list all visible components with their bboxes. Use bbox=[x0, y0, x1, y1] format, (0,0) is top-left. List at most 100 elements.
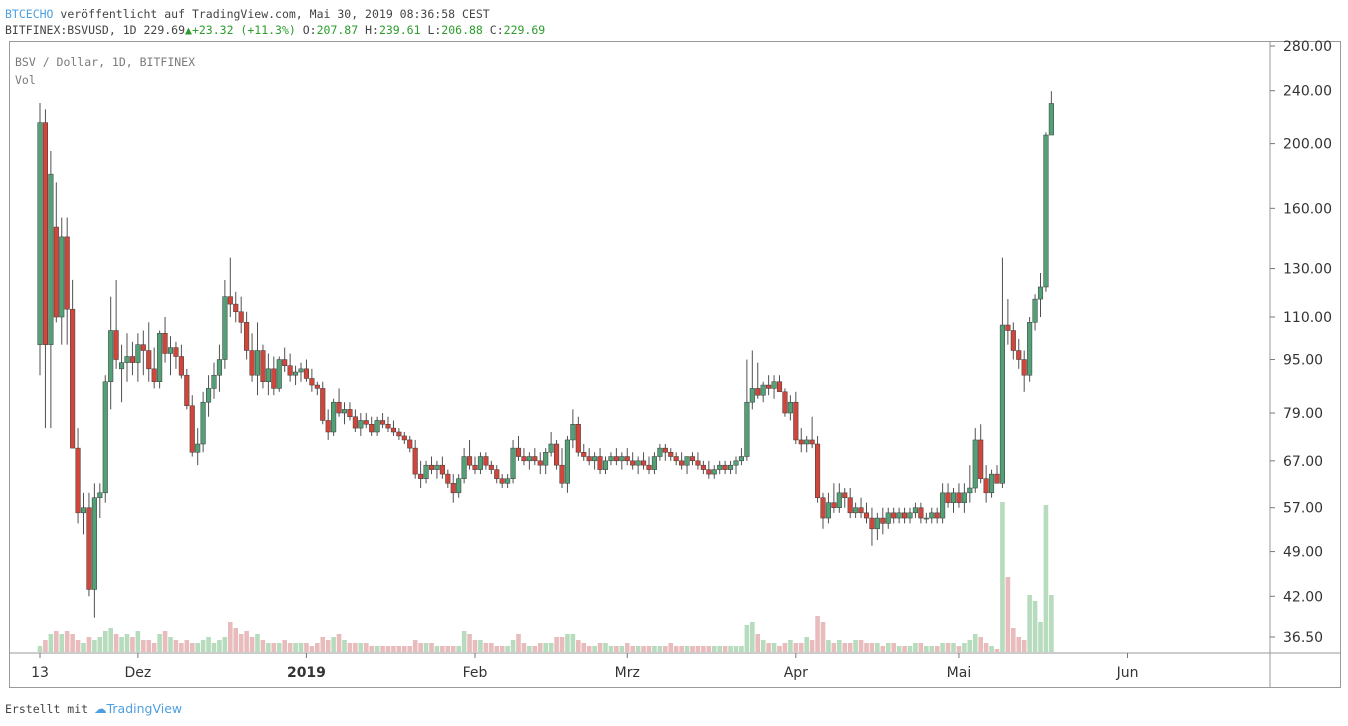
volume-bar bbox=[934, 646, 940, 652]
volume-bar bbox=[945, 643, 951, 652]
volume-bar bbox=[548, 643, 554, 652]
candle-body bbox=[450, 483, 456, 494]
volume-bar bbox=[831, 643, 837, 652]
candle bbox=[793, 391, 799, 445]
candle bbox=[728, 460, 734, 475]
price-tick-label: 42.00 bbox=[1283, 589, 1323, 605]
candle bbox=[1005, 299, 1011, 345]
candle-body bbox=[537, 460, 543, 466]
candle bbox=[673, 452, 679, 466]
candle bbox=[570, 409, 576, 449]
candle-body bbox=[771, 381, 777, 389]
candle bbox=[200, 391, 206, 453]
candle bbox=[119, 344, 125, 403]
volume-legend[interactable]: Vol bbox=[15, 73, 36, 87]
publisher-name[interactable]: BTCECHO bbox=[5, 7, 54, 21]
volume-bar bbox=[287, 643, 293, 652]
volume-bar bbox=[679, 646, 684, 652]
candle bbox=[135, 333, 141, 382]
candle bbox=[233, 291, 239, 323]
volume-bar bbox=[614, 646, 619, 652]
volume-bar bbox=[690, 646, 695, 652]
price-tick-label: 280.00 bbox=[1283, 39, 1332, 55]
volume-bar bbox=[809, 640, 815, 652]
candle bbox=[80, 492, 87, 535]
volume-bar bbox=[282, 640, 287, 652]
volume-bar bbox=[206, 637, 211, 652]
candle-body bbox=[532, 456, 538, 462]
volume-bar bbox=[657, 646, 663, 652]
candle bbox=[874, 512, 880, 540]
candle-body bbox=[64, 236, 70, 310]
candle-body bbox=[815, 443, 821, 498]
candle-body bbox=[662, 447, 668, 453]
candle bbox=[276, 356, 282, 392]
volume-bar bbox=[875, 643, 880, 652]
candle bbox=[293, 365, 299, 386]
low-value: 206.88 bbox=[441, 23, 483, 37]
candle-body bbox=[738, 456, 744, 462]
candle-body bbox=[543, 452, 549, 466]
volume-bar bbox=[238, 634, 244, 652]
candle bbox=[505, 474, 511, 489]
volume-bar bbox=[331, 637, 336, 652]
candle-body bbox=[602, 460, 609, 470]
candle-body bbox=[999, 324, 1005, 484]
candle bbox=[385, 416, 391, 432]
series-legend[interactable]: BSV / Dollar, 1D, BITFINEX bbox=[15, 55, 196, 69]
volume-bar bbox=[249, 637, 255, 652]
tradingview-brand: TradingView bbox=[106, 701, 183, 716]
candle-body bbox=[521, 456, 527, 462]
candle bbox=[189, 395, 195, 457]
tradingview-logo[interactable]: ☁TradingView bbox=[94, 701, 182, 716]
candle bbox=[809, 416, 815, 449]
volume-bar bbox=[695, 646, 701, 652]
candle-body bbox=[167, 347, 174, 354]
volume-bar bbox=[217, 640, 222, 652]
candle-body bbox=[336, 401, 342, 414]
candle-body bbox=[994, 473, 1000, 484]
candle-body bbox=[42, 122, 48, 345]
candle-body bbox=[271, 368, 277, 389]
candle bbox=[140, 330, 146, 376]
candle-body bbox=[902, 512, 908, 519]
price-axis[interactable]: 36.50 42.00 49.00 57.00 67.00 79.00 95.00 110.0… bbox=[1270, 39, 1332, 646]
candle-body bbox=[853, 507, 859, 514]
volume-bar bbox=[1016, 637, 1022, 652]
time-axis[interactable]: 13 Dez 2019 Feb Mrz Apr Mai Jun bbox=[31, 653, 1138, 681]
volume-bar bbox=[1000, 502, 1005, 652]
candle bbox=[978, 424, 984, 484]
candle-body bbox=[369, 424, 375, 433]
candle-body bbox=[233, 303, 239, 313]
volume-bar bbox=[793, 643, 799, 652]
candle bbox=[602, 456, 609, 475]
volume-bar bbox=[135, 631, 141, 652]
volume-bar bbox=[434, 646, 440, 652]
candle bbox=[48, 150, 54, 429]
volume-bar bbox=[978, 637, 983, 652]
candle bbox=[314, 381, 320, 396]
candle-body bbox=[80, 507, 87, 514]
volume-bar bbox=[570, 634, 576, 652]
candle bbox=[70, 279, 76, 449]
candle bbox=[575, 416, 581, 457]
candle bbox=[532, 448, 538, 466]
candle-body bbox=[1048, 103, 1054, 136]
candle bbox=[374, 416, 380, 436]
candle-body bbox=[287, 365, 293, 376]
candle bbox=[380, 413, 386, 429]
candle-body bbox=[717, 464, 723, 470]
symbol-info: BITFINEX:BSVUSD, 1D 229.69 bbox=[5, 23, 186, 37]
candle-body bbox=[341, 409, 348, 414]
candle-body bbox=[276, 359, 282, 389]
volume-bar bbox=[537, 643, 543, 652]
candle bbox=[613, 448, 619, 466]
candle-body bbox=[1032, 298, 1038, 323]
candle-body bbox=[809, 439, 815, 445]
volume-bar bbox=[630, 646, 635, 652]
candle-body bbox=[554, 443, 560, 466]
candle-body bbox=[896, 512, 902, 519]
candle-body bbox=[461, 456, 467, 479]
candles bbox=[37, 91, 1054, 618]
